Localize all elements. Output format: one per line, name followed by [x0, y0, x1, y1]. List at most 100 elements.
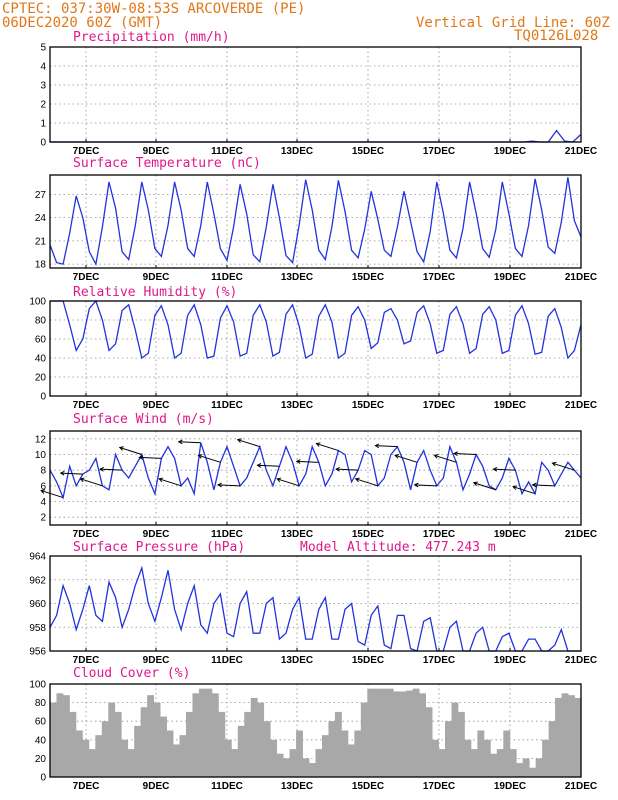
cloud-xtick: 21DEC	[565, 781, 597, 792]
temp-xtick: 9DEC	[143, 272, 170, 283]
wind-arrowhead	[531, 482, 537, 488]
cloud-bar	[477, 730, 485, 777]
cloud-bar	[289, 749, 297, 777]
cloud-ytick: 80	[35, 698, 47, 709]
pres-xtick: 7DEC	[73, 655, 100, 666]
cloud-bar	[108, 702, 116, 777]
precip-ytick: 5	[40, 43, 46, 54]
wind-arrowhead	[453, 451, 458, 457]
wind-arrowhead	[79, 477, 85, 483]
pres-panel: 956 958 960 962 964 7DEC 9DEC 11DEC 13DEC 15DEC 17…	[29, 540, 597, 666]
cloud-bar	[470, 749, 478, 777]
cloud-bar	[95, 735, 103, 777]
precip-ytick: 2	[40, 100, 46, 111]
wind-arrowhead	[315, 442, 321, 447]
cloud-bar	[393, 691, 401, 777]
cloud-xtick: 19DEC	[494, 781, 526, 792]
precip-xtick: 7DEC	[73, 146, 100, 157]
precip-xtick: 19DEC	[494, 146, 526, 157]
precip-title: Precipitation (mm/h)	[73, 30, 230, 45]
cloud-bar	[263, 721, 271, 777]
cloud-bar	[179, 735, 187, 777]
cloud-xtick: 17DEC	[423, 781, 455, 792]
cloud-bar	[237, 725, 245, 777]
wind-arrow	[355, 478, 378, 487]
cloud-bar	[75, 730, 83, 777]
precip-ytick: 3	[40, 81, 46, 92]
cloud-bar	[127, 749, 135, 777]
wind-arrow	[158, 478, 182, 487]
cloud-bar	[367, 688, 375, 777]
temp-xtick: 17DEC	[423, 272, 455, 283]
cloud-bar	[140, 707, 148, 777]
wind-arrow	[454, 453, 477, 455]
cloud-xtick: 9DEC	[143, 781, 170, 792]
cloud-bar	[406, 690, 414, 777]
temp-title: Surface Temperature (nC)	[73, 156, 261, 171]
wind-arrowhead	[433, 454, 439, 459]
cloud-bar	[548, 721, 556, 777]
rh-panel: 0 20 40 60 80 100 7DEC 9DEC 11DEC 13DEC 15DEC 17DEC…	[29, 285, 597, 411]
wind-arrow	[473, 482, 496, 491]
pres-xtick: 15DEC	[352, 655, 384, 666]
cloud-bar	[121, 739, 129, 777]
wind-arrowhead	[394, 454, 400, 459]
cloud-bar	[412, 688, 420, 777]
pres-ytick: 964	[29, 552, 46, 563]
temp-ytick: 21	[35, 236, 47, 247]
cloud-xtick: 7DEC	[73, 781, 100, 792]
cloud-bar	[160, 716, 167, 777]
cloud-bar	[451, 702, 459, 777]
precip-frame	[49, 46, 582, 143]
temp-ytick: 18	[35, 260, 47, 271]
pres-frame	[49, 555, 582, 652]
wind-arrowhead	[374, 443, 380, 449]
wind-panel: 2 4 6 8 10 12 7DEC 9DEC 11DEC 13DEC 15DEC 17DEC 19DE…	[35, 412, 597, 540]
wind-arrow	[139, 456, 162, 459]
wind-arrowhead	[40, 489, 46, 494]
precip-xtick: 21DEC	[565, 146, 597, 157]
cloud-bar	[529, 767, 537, 777]
wind-arrow	[394, 454, 418, 463]
wind-arrow	[434, 454, 457, 463]
wind-arrow	[552, 462, 575, 471]
wind-arrowhead	[512, 485, 518, 490]
wind-arrow	[296, 460, 319, 463]
wind-ytick: 2	[40, 513, 46, 524]
wind-arrow	[512, 486, 536, 495]
cloud-bar	[503, 730, 511, 777]
rh-ytick: 0	[40, 392, 46, 403]
temp-line	[49, 177, 582, 267]
precip-xtick: 15DEC	[352, 146, 384, 157]
cloud-bar	[198, 688, 206, 777]
cloud-bar	[114, 711, 122, 777]
cloud-ytick: 0	[40, 773, 46, 784]
cloud-bar	[257, 702, 265, 777]
wind-xtick: 17DEC	[423, 529, 455, 540]
cloud-bar	[399, 691, 407, 777]
wind-ytick: 12	[35, 434, 47, 445]
cloud-bar	[88, 749, 96, 777]
wind-title: Surface Wind (m/s)	[73, 412, 214, 427]
cloud-bar	[69, 711, 77, 777]
cloud-bar	[185, 711, 193, 777]
rh-ytick: 60	[35, 335, 47, 346]
temp-ytick: 27	[35, 190, 47, 201]
cloud-xtick: 15DEC	[352, 781, 384, 792]
rh-ytick: 80	[35, 316, 47, 327]
cloud-bar	[386, 688, 394, 777]
wind-arrowhead	[138, 455, 144, 460]
wind-arrow	[414, 484, 437, 487]
cloud-xtick: 13DEC	[281, 781, 313, 792]
pres-ytick: 958	[29, 623, 46, 634]
wind-xtick: 7DEC	[73, 529, 100, 540]
cloud-bar	[231, 749, 239, 777]
cloud-bar	[62, 695, 70, 777]
precip-ytick: 1	[40, 119, 46, 130]
rh-xtick: 13DEC	[281, 400, 313, 411]
header-location: CPTEC: 037:30W-08:53S ARCOVERDE (PE)	[2, 1, 305, 17]
rh-ytick: 40	[35, 354, 47, 365]
rh-xtick: 21DEC	[565, 400, 597, 411]
cloud-bar	[250, 697, 258, 777]
precip-xtick: 11DEC	[211, 146, 243, 157]
